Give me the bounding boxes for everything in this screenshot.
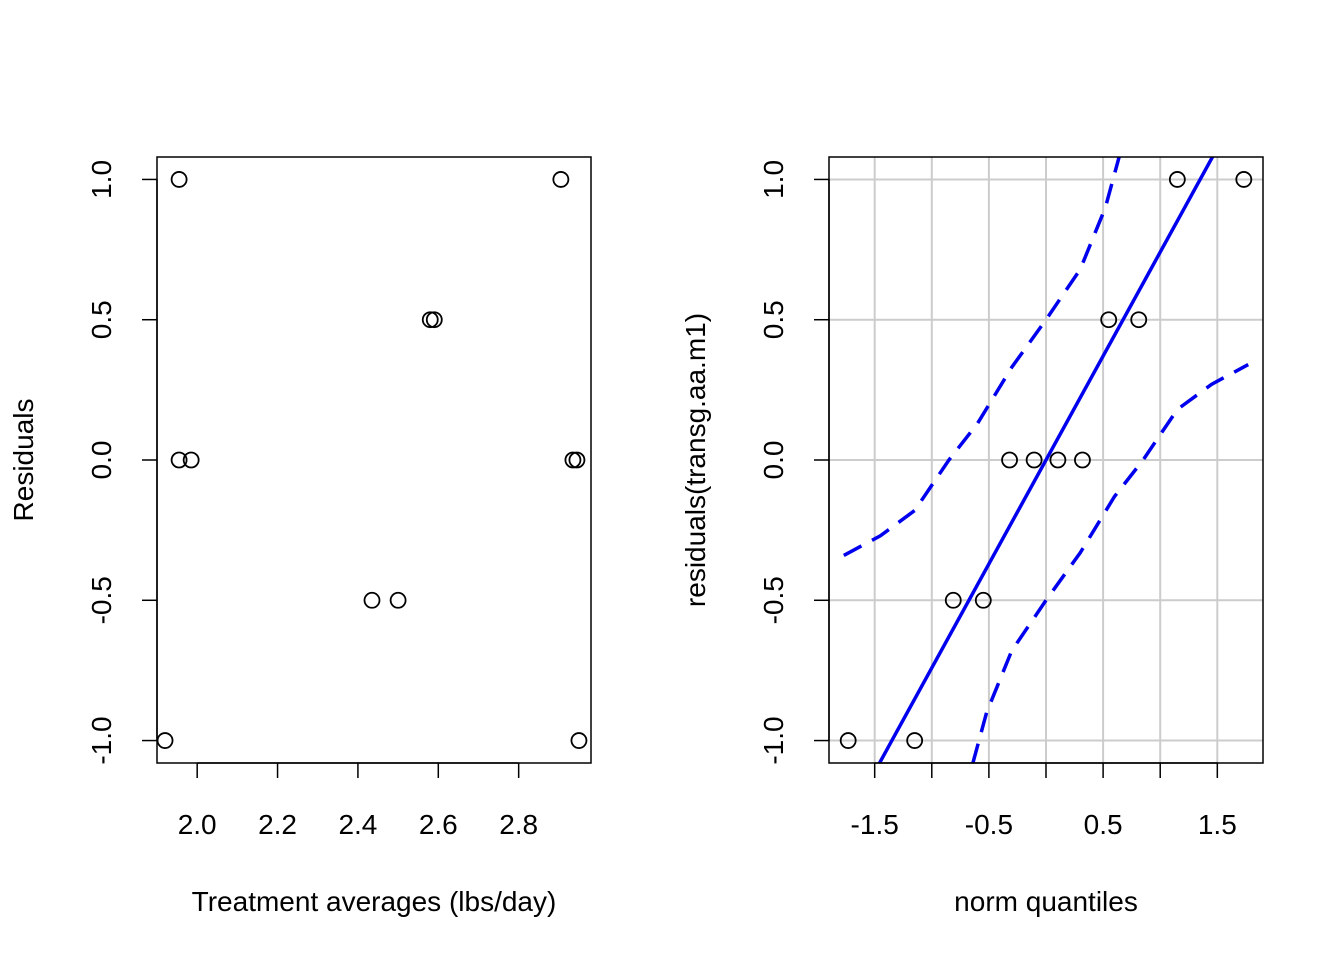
data-point: [389, 591, 407, 609]
y-tick-label: 1.0: [758, 160, 789, 199]
data-point: [974, 591, 992, 609]
data-point: [1049, 451, 1067, 469]
y-axis-label: Residuals: [8, 399, 39, 522]
data-point: [1168, 171, 1186, 188]
grid-lines: [829, 157, 1263, 763]
y-axis-label: residuals(transg.aa.m1): [680, 313, 711, 607]
data-point: [1074, 451, 1091, 469]
y-tick-label: 0.5: [86, 300, 117, 339]
x-tick-label: 2.4: [338, 809, 377, 840]
reference-line: [877, 157, 1215, 763]
data-point: [182, 451, 200, 469]
y-tick-label: -0.5: [758, 576, 789, 624]
data-point: [944, 591, 962, 609]
data-point: [906, 732, 924, 749]
x-tick-label: -0.5: [965, 809, 1013, 840]
data-point: [568, 451, 586, 469]
qq-plot-panel: -1.5 -0.5 0.5 1.5 -1.0 -0.5 0.0 0.5 1.0 norm qu…: [680, 156, 1264, 917]
data-point: [552, 171, 570, 188]
confidence-envelope: [842, 157, 1250, 763]
residuals-vs-fitted-panel: 2.0 2.2 2.4 2.6 2.8 -1.0 -0.5 0.0 0.5 1.0 Treatm…: [8, 156, 592, 917]
data-point: [1025, 451, 1043, 469]
data-point: [1001, 451, 1018, 469]
data-point: [425, 311, 443, 329]
x-tick-label: 2.0: [178, 809, 217, 840]
data-point: [363, 591, 381, 609]
y-tick-label: 0.0: [758, 441, 789, 480]
x-axis-label: norm quantiles: [954, 886, 1138, 917]
lower-envelope-line: [971, 363, 1250, 763]
x-tick-label: 0.5: [1084, 809, 1123, 840]
y-tick-label: -1.0: [86, 716, 117, 764]
x-tick-label: 2.6: [419, 809, 458, 840]
plot-frame: [156, 156, 592, 764]
data-point: [156, 732, 174, 749]
y-axis: -1.0 -0.5 0.0 0.5 1.0: [758, 160, 830, 765]
data-point: [570, 732, 588, 749]
data-point: [564, 451, 582, 469]
x-axis-label: Treatment averages (lbs/day): [192, 886, 557, 917]
data-point: [1130, 311, 1148, 329]
data-point: [170, 451, 188, 469]
x-tick-label: 1.5: [1198, 809, 1237, 840]
x-tick-label: -1.5: [851, 809, 899, 840]
x-tick-label: 2.2: [258, 809, 297, 840]
y-axis: -1.0 -0.5 0.0 0.5 1.0: [86, 160, 158, 765]
data-point: [839, 732, 857, 749]
x-axis: 2.0 2.2 2.4 2.6 2.8: [178, 762, 538, 840]
y-tick-label: -1.0: [758, 716, 789, 764]
y-tick-label: 0.0: [86, 441, 117, 480]
data-points: [156, 171, 588, 749]
reference-line-group: [877, 157, 1215, 763]
y-tick-label: 1.0: [86, 160, 117, 199]
data-points: [839, 171, 1253, 749]
data-point: [1100, 311, 1118, 329]
y-tick-label: -0.5: [86, 576, 117, 624]
x-axis: -1.5 -0.5 0.5 1.5: [851, 762, 1237, 840]
data-point: [170, 171, 188, 188]
y-tick-label: 0.5: [758, 300, 789, 339]
data-point: [1235, 171, 1253, 188]
data-point: [421, 311, 439, 329]
upper-envelope-line: [842, 157, 1121, 557]
x-tick-label: 2.8: [499, 809, 538, 840]
